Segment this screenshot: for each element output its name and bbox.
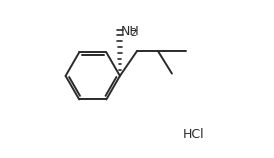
Text: HCl: HCl	[183, 128, 204, 141]
Text: NH: NH	[121, 25, 139, 38]
Text: 2: 2	[130, 28, 136, 38]
